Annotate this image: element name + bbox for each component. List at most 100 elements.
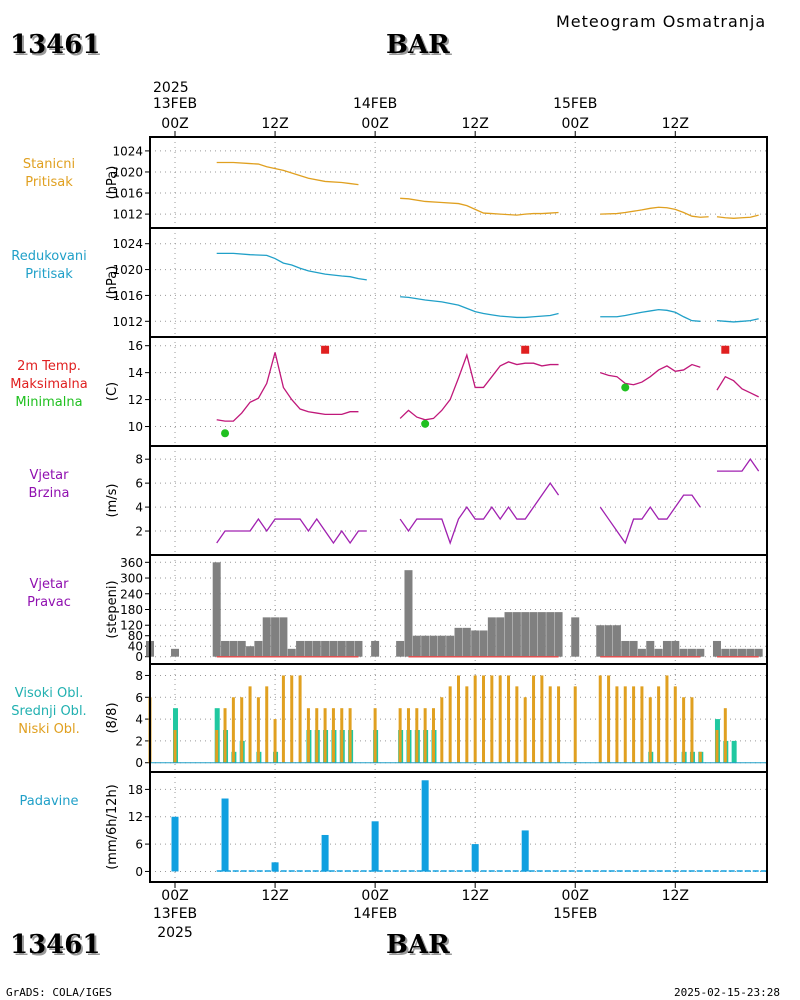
series-line-brzina: [399, 481, 560, 545]
wind-direction-bar: [646, 640, 655, 657]
wind-direction-bar: [237, 640, 246, 657]
low-cloud-bar: [406, 708, 410, 763]
precip-bar: [221, 798, 229, 872]
low-cloud-bar: [607, 675, 611, 763]
wind-direction-bar: [729, 648, 738, 657]
unit-label-padavine: (mm/6h/12h): [105, 784, 120, 870]
panel-label-line: Vjetar: [29, 468, 69, 483]
low-cloud-bar: [648, 697, 652, 763]
low-cloud-bar: [573, 686, 577, 763]
y-tick-label: 1024: [112, 144, 143, 158]
low-cloud-bar: [423, 708, 427, 763]
series-line-temperatura: [600, 363, 701, 386]
top-hour-label: 00Z: [361, 116, 388, 132]
y-tick-label: 180: [120, 603, 143, 617]
panel-label-line: Srednji Obl.: [11, 704, 87, 719]
top-day-label: 13FEB: [153, 96, 197, 112]
low-cloud-bar: [457, 675, 460, 763]
low-cloud-bar: [398, 708, 402, 763]
top-day-label: 15FEB: [553, 96, 597, 112]
y-tick-label: 4: [135, 713, 143, 727]
y-tick-label: 1016: [112, 289, 143, 303]
wind-direction-bar: [412, 635, 421, 657]
low-cloud-bar: [723, 708, 727, 763]
panel-frame-padavine: [149, 771, 768, 883]
unit-label-redukovani: (hPa): [105, 266, 120, 300]
series-line-redukovani: [216, 252, 367, 281]
low-cloud-bar: [515, 686, 519, 763]
wind-direction-bar: [354, 640, 363, 657]
series-line-temperatura: [399, 352, 559, 421]
max-temp-marker: [521, 345, 530, 354]
wind-direction-bar: [429, 635, 438, 657]
wind-direction-bar: [279, 617, 288, 657]
y-tick-label: 16: [128, 339, 143, 353]
bottom-day-label: 14FEB: [353, 906, 397, 922]
low-cloud-bar: [440, 697, 444, 763]
wind-direction-bar: [287, 648, 296, 657]
wind-direction-bar: [629, 640, 638, 657]
unit-label-temperatura: (C): [105, 382, 120, 401]
wind-direction-bar: [329, 640, 338, 657]
max-temp-marker: [721, 345, 730, 354]
top-day-label: 14FEB: [353, 96, 397, 112]
wind-direction-bar: [737, 648, 746, 657]
low-cloud-bar: [640, 686, 644, 763]
low-cloud-bar: [482, 675, 486, 763]
low-cloud-bar: [248, 686, 252, 763]
y-tick-label: 1020: [112, 263, 143, 277]
wind-direction-bar: [262, 617, 271, 657]
bottom-hour-label: 00Z: [562, 888, 589, 904]
wind-direction-bar: [271, 617, 280, 657]
low-cloud-bar: [657, 686, 661, 763]
panel-label-line: Vjetar: [29, 577, 69, 592]
low-cloud-bar: [598, 675, 602, 763]
y-tick-label: 1024: [112, 237, 143, 251]
panel-label-line: Padavine: [19, 794, 79, 809]
series-line-stanicni: [600, 206, 709, 218]
low-cloud-bar: [665, 675, 669, 763]
bottom-day-label: 15FEB: [553, 906, 597, 922]
precip-bar: [171, 816, 179, 872]
low-cloud-bar: [281, 675, 285, 763]
low-cloud-bar: [682, 697, 686, 763]
wind-direction-bar: [371, 640, 380, 657]
wind-direction-bar: [612, 625, 621, 657]
low-cloud-bar: [557, 686, 561, 763]
top-hour-label: 00Z: [562, 116, 589, 132]
low-cloud-bar: [673, 686, 677, 763]
panel-label-line: Visoki Obl.: [14, 686, 84, 701]
wind-direction-bar: [446, 635, 455, 657]
low-cloud-bar: [548, 686, 552, 763]
low-cloud-bar: [340, 708, 344, 763]
low-cloud-bar: [290, 675, 294, 763]
min-temp-marker: [421, 419, 430, 428]
panel-label-stanicni: Stanicni Pritisak: [0, 156, 98, 192]
y-tick-label: 0: [135, 756, 143, 770]
low-cloud-bar: [632, 686, 636, 763]
y-tick-label: 2: [135, 734, 143, 748]
panel-frame-brzina: [149, 445, 768, 556]
y-tick-label: 1020: [112, 165, 143, 179]
wind-direction-bar: [504, 612, 513, 657]
panel-label-line: 2m Temp.: [17, 359, 81, 374]
min-temp-marker: [221, 429, 230, 438]
low-cloud-bar: [448, 686, 452, 763]
wind-direction-bar: [571, 617, 580, 657]
y-tick-label: 6: [135, 477, 143, 491]
wind-direction-bar: [462, 627, 471, 657]
wind-direction-bar: [521, 612, 530, 657]
top-hour-label: 12Z: [261, 116, 288, 132]
mid-cloud-bar: [731, 740, 737, 763]
low-cloud-bar: [298, 675, 302, 763]
series-line-brzina: [716, 458, 760, 472]
wind-direction-bar: [637, 648, 646, 657]
low-cloud-bar: [698, 751, 702, 763]
series-line-stanicni: [716, 214, 759, 219]
low-cloud-bar: [431, 708, 435, 763]
wind-direction-bar: [246, 646, 255, 657]
wind-direction-bar: [171, 648, 180, 657]
y-tick-label: 1016: [112, 187, 143, 201]
wind-direction-bar: [404, 570, 413, 657]
